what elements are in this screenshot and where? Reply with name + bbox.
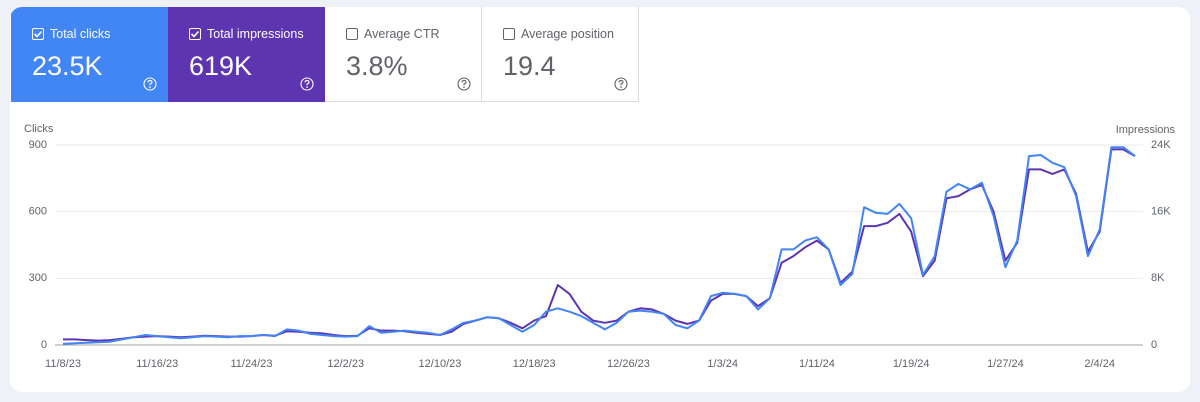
x-tick-label: 11/16/23 — [136, 358, 178, 370]
help-circle — [614, 77, 628, 91]
help-icon[interactable] — [614, 77, 628, 91]
check-mark — [33, 30, 43, 38]
help-icon[interactable] — [457, 77, 471, 91]
metric-label: Total impressions — [207, 27, 304, 41]
x-tick-label: 12/18/23 — [513, 358, 556, 370]
series-line — [62, 146, 1136, 345]
performance-panel: Total clicks 23.5K Total impressions 619K Av… — [10, 7, 1190, 392]
metric-card[interactable]: Average position 19.4 — [482, 7, 639, 102]
y-tick-label: 900 — [29, 139, 47, 151]
check — [190, 30, 200, 38]
check — [33, 30, 43, 38]
checkbox — [346, 28, 358, 40]
y2-tick-label: 8K — [1151, 272, 1165, 284]
help-dot — [463, 86, 465, 88]
help-glyph — [461, 80, 467, 86]
checkbox — [32, 28, 44, 40]
metric-value: 3.8% — [346, 51, 408, 81]
metric-card[interactable]: Total impressions 619K — [168, 7, 325, 102]
x-tick-label: 12/10/23 — [419, 358, 462, 370]
y2-tick-label: 16K — [1151, 206, 1171, 218]
help-glyph — [147, 80, 153, 86]
x-tick-label: 1/3/24 — [707, 358, 738, 370]
y2-tick-label: 0 — [1151, 339, 1157, 351]
metric-value: 19.4 — [503, 51, 556, 81]
check-mark — [190, 30, 200, 38]
x-tick-label: 1/19/24 — [893, 358, 930, 370]
metric-card[interactable]: Total clicks 23.5K — [11, 7, 168, 102]
metric-value: 23.5K — [32, 51, 103, 81]
x-tick-label: 12/26/23 — [607, 358, 650, 370]
help-dot — [620, 86, 622, 88]
metric-value: 619K — [189, 51, 253, 81]
y-axis-label: Clicks — [24, 123, 54, 135]
y-tick-label: 300 — [29, 272, 47, 284]
checkbox — [189, 28, 201, 40]
x-tick-label: 11/24/23 — [230, 358, 272, 370]
y-tick-label: 0 — [41, 339, 47, 351]
help-glyph — [304, 80, 310, 86]
x-tick-label: 2/4/24 — [1084, 358, 1115, 370]
help-icon[interactable] — [300, 77, 314, 91]
x-tick-label: 11/8/23 — [45, 358, 81, 370]
y2-axis-label: Impressions — [1116, 124, 1176, 136]
metric-label: Average position — [521, 27, 614, 41]
x-tick-label: 1/11/24 — [799, 358, 835, 370]
x-tick-label: 12/2/23 — [327, 358, 364, 370]
x-tick-label: 1/27/24 — [987, 358, 1024, 370]
metric-label: Average CTR — [364, 27, 440, 41]
y-tick-label: 600 — [29, 206, 47, 218]
help-dot — [149, 86, 151, 88]
help-glyph — [618, 80, 624, 86]
help-circle — [300, 77, 314, 91]
metric-label: Total clicks — [50, 27, 111, 41]
help-icon[interactable] — [143, 77, 157, 91]
checkbox — [503, 28, 515, 40]
help-dot — [306, 86, 308, 88]
metric-card[interactable]: Average CTR 3.8% — [325, 7, 482, 102]
y2-tick-label: 24K — [1151, 139, 1171, 151]
series-line — [63, 148, 1136, 342]
help-circle — [457, 77, 471, 91]
help-circle — [143, 77, 157, 91]
